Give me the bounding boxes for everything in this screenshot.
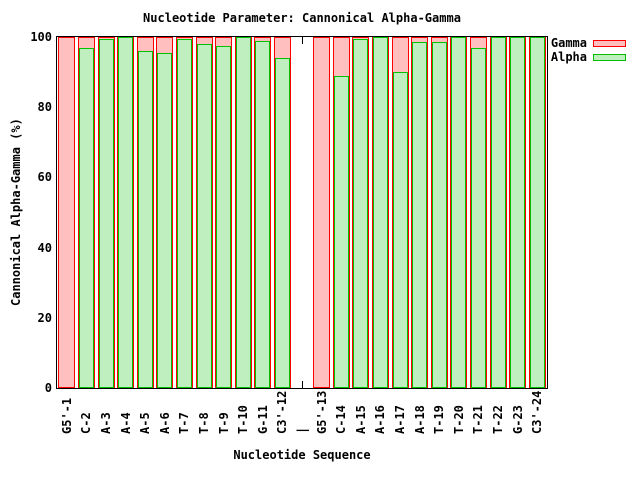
alpha-bar [157,52,173,388]
x-tick-label: T-7 [177,412,192,434]
x-tick-label: G-11 [255,405,270,434]
gamma-swatch [593,39,626,47]
category-tick-top [301,37,303,44]
x-tick-label: T-19 [432,405,447,434]
x-tick-label: A-16 [373,405,388,434]
x-tick-label: G5'-13 [314,390,329,434]
x-tick-label: C-2 [79,412,94,434]
legend-entry-alpha: Alpha [549,51,626,63]
alpha-bar [235,37,251,388]
alpha-bar [216,45,232,388]
alpha-bar [274,58,290,388]
alpha-bar [372,37,388,388]
alpha-bar [529,37,545,388]
alpha-swatch [593,53,626,61]
legend-label-alpha: Alpha [550,50,587,64]
alpha-bar [392,72,408,388]
plot-area [56,36,548,389]
legend-entry-gamma: Gamma [549,37,626,49]
alpha-bar [510,37,526,388]
y-tick-label: 20 [37,310,52,325]
alpha-bar [412,42,428,388]
gamma-bar [58,37,76,388]
x-tick-label: T-9 [216,412,231,434]
x-tick-label: A-15 [353,405,368,434]
x-tick-label: G-23 [510,405,525,434]
chart-title: Nucleotide Parameter: Cannonical Alpha-G… [143,11,461,25]
x-tick-label: T-22 [491,405,505,434]
x-tick-label: T-20 [451,405,466,434]
x-tick-label: A-3 [99,412,113,434]
alpha-bar [118,37,134,388]
alpha-bar [490,37,506,388]
category-tick-bottom [301,381,303,388]
alpha-bar [196,44,212,388]
x-tick-label: A-18 [412,405,427,434]
x-tick-label: C-14 [334,405,349,434]
x-tick-label: C3'-24 [530,390,545,434]
x-tick-label: A-6 [157,412,172,434]
y-tick-label: 0 [44,381,52,395]
y-tick-label: 80 [37,100,52,115]
gamma-bar [313,37,331,388]
x-tick-label: A-4 [118,412,133,434]
x-tick-label: A-5 [138,412,153,434]
alpha-bar [255,40,271,388]
x-tick-label: T-8 [197,412,211,434]
x-axis-title: Nucleotide Sequence [233,448,371,462]
alpha-bar [98,38,114,388]
x-tick-label: G5'-1 [59,397,74,434]
x-tick-label: T-21 [471,405,486,434]
legend: Gamma Alpha [549,37,626,65]
alpha-bar [137,51,153,388]
y-axis-title: Cannonical Alpha-Gamma (%) [9,118,23,306]
alpha-bar [333,75,349,388]
alpha-bar [176,38,192,388]
x-tick-label: T-10 [236,405,251,434]
y-tick-label: 100 [30,30,52,44]
alpha-bar [78,47,94,388]
y-tick-label: 60 [37,170,52,185]
alpha-bar [431,42,447,388]
alpha-bar [451,37,467,388]
alpha-bar [470,47,486,388]
x-tick-label: A-17 [393,405,407,434]
legend-label-gamma: Gamma [550,36,587,50]
alpha-bar [353,38,369,388]
x-tick-label: C3'-12 [275,390,290,434]
x-tick-label: | [295,426,309,434]
y-tick-label: 40 [37,240,52,255]
